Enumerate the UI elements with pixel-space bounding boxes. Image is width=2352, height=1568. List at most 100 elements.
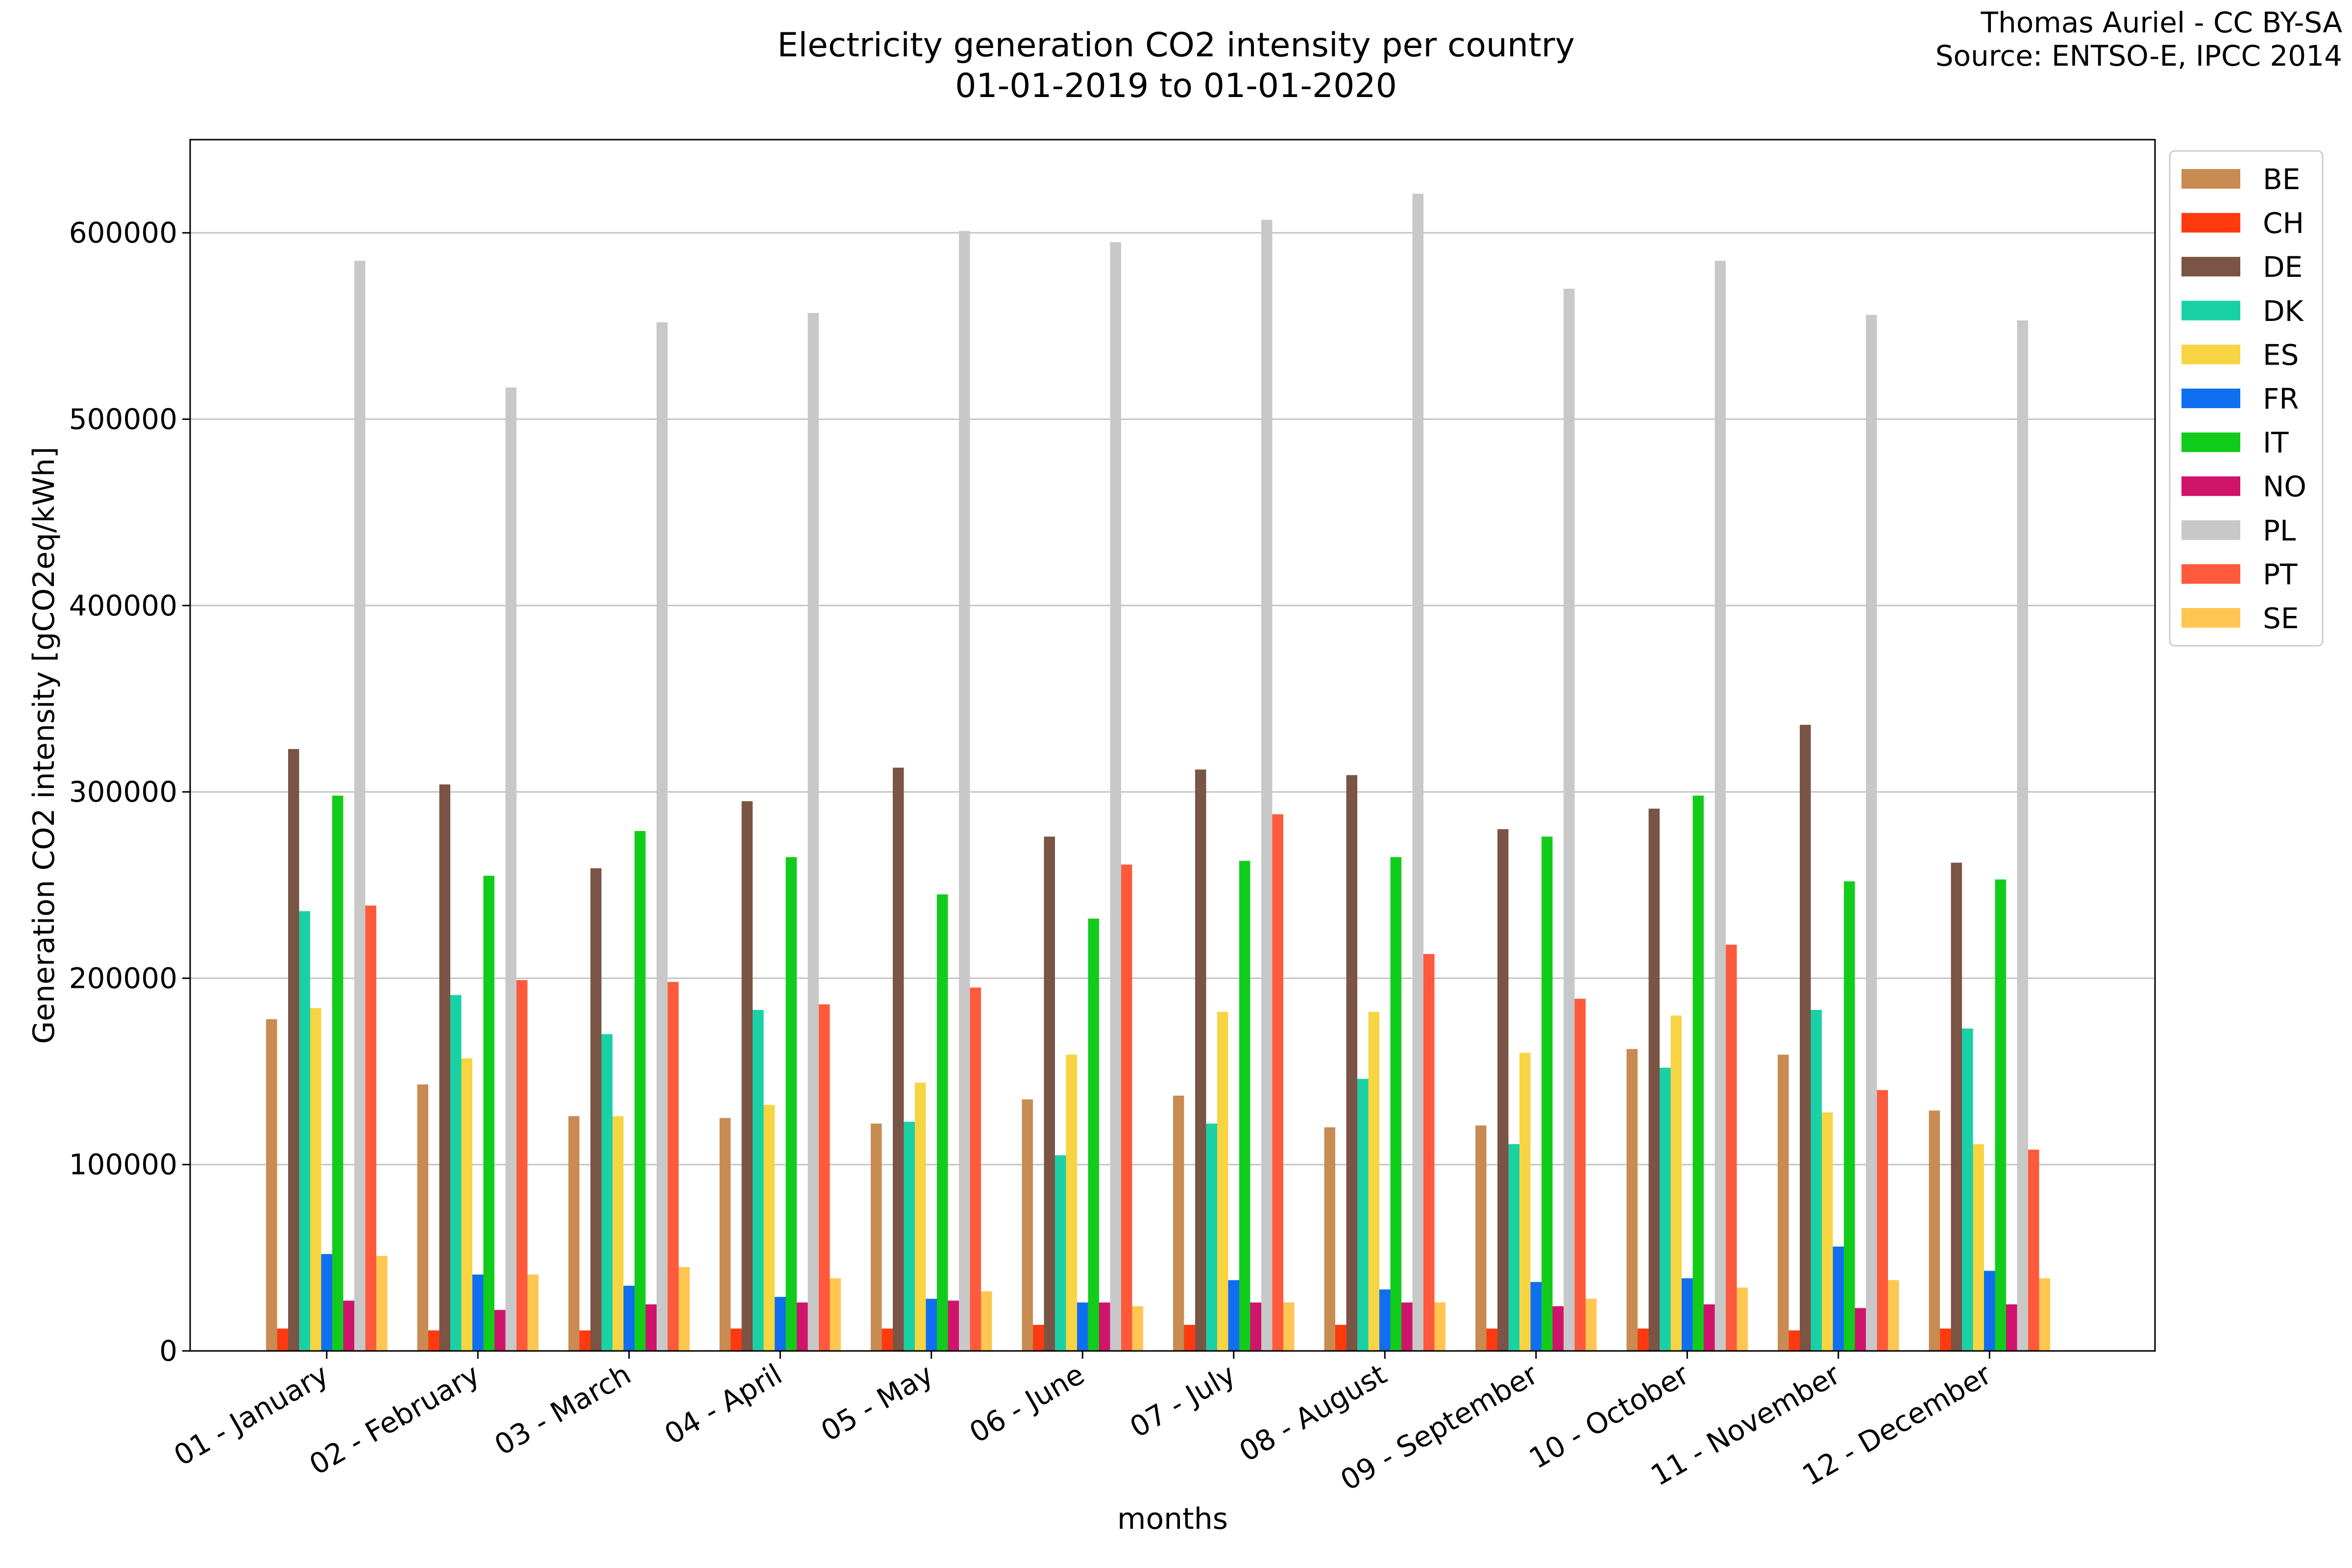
bar-it [1390,857,1401,1351]
legend-label-dk: DK [2263,294,2304,328]
bar-pl [1715,261,1726,1351]
bar-ch [1486,1328,1497,1351]
bar-ch [882,1328,893,1351]
bar-de [893,767,904,1351]
bar-no [797,1302,808,1351]
bar-ch [1788,1330,1800,1351]
bar-fr [623,1285,635,1351]
bar-pt [1121,864,1132,1351]
x-tick-label: 06 - June [964,1357,1090,1449]
bar-es [1670,1015,1682,1351]
bar-ch [1184,1324,1195,1351]
legend-swatch-es [2181,344,2240,365]
y-tick-label: 600000 [69,216,177,249]
legend-swatch-no [2181,476,2240,496]
bar-dk [450,995,462,1351]
bar-dk [1055,1155,1066,1351]
bar-es [915,1082,926,1351]
legend-label-fr: FR [2263,382,2299,416]
bar-pl [959,231,970,1351]
x-tick-label: 02 - February [304,1357,486,1481]
bar-fr [926,1298,937,1351]
y-tick-label: 0 [159,1334,177,1368]
bar-it [1239,860,1250,1351]
bar-it [483,876,494,1351]
bar-se [1586,1298,1597,1351]
bar-dk [1508,1144,1519,1351]
bar-ch [1033,1324,1044,1351]
legend-label-pt: PT [2263,558,2298,591]
bar-dk [1962,1029,1973,1351]
legend-swatch-pl [2181,520,2240,540]
bar-es [461,1058,472,1351]
bar-be [1324,1127,1335,1351]
bar-fr [1984,1271,1995,1351]
bar-pl [1564,289,1575,1351]
bar-fr [1530,1282,1542,1351]
y-tick-label: 100000 [69,1148,177,1181]
bar-de [288,749,299,1351]
bar-ch [1638,1328,1649,1351]
legend-label-ch: CH [2263,207,2304,240]
bar-fr [1077,1302,1088,1351]
bar-pt [1726,944,1737,1351]
bar-it [785,857,797,1351]
bar-pl [1110,242,1121,1351]
bar-it [635,831,646,1351]
bar-fr [775,1297,786,1351]
bar-es [1973,1144,1984,1351]
bar-de [1800,725,1811,1351]
bar-ch [579,1330,590,1351]
chart-title-line-2: 01-01-2019 to 01-01-2020 [955,67,1397,105]
legend-swatch-pt [2181,564,2240,584]
bar-ch [731,1328,742,1351]
x-axis-label: months [1117,1502,1228,1536]
bar-es [1368,1011,1379,1351]
credit-line-1: Thomas Auriel - CC BY-SA [1981,6,2343,39]
bar-de [1497,829,1509,1351]
bar-ch [428,1330,440,1351]
bar-pl [657,322,668,1351]
credit-line-2: Source: ENTSO-E, IPCC 2014 [1936,39,2342,73]
bar-be [266,1019,277,1351]
bar-se [830,1278,841,1351]
bar-no [2006,1304,2017,1351]
bars [266,194,2050,1351]
bar-de [1044,836,1055,1351]
bar-se [1888,1280,1899,1351]
bar-ch [1335,1324,1347,1351]
legend-label-be: BE [2263,163,2300,196]
bar-fr [321,1254,332,1351]
bar-be [871,1124,882,1351]
y-tick-label: 400000 [69,589,177,622]
bar-it [1542,836,1553,1351]
chart-title: Electricity generation CO2 intensity per… [777,26,1575,105]
bar-es [763,1104,775,1351]
legend-label-pl: PL [2263,514,2296,547]
bar-ch [1940,1328,1951,1351]
bar-dk [601,1034,612,1351]
bar-se [1434,1302,1446,1351]
chart-title-line-1: Electricity generation CO2 intensity per… [777,26,1575,65]
bar-it [1088,918,1099,1351]
bar-de [439,784,450,1351]
bar-be [1173,1095,1184,1351]
plot-frame [189,139,2156,1352]
bar-no [1250,1302,1261,1351]
legend-swatch-be [2181,169,2240,189]
bar-pl [1261,220,1273,1351]
bar-dk [1357,1078,1369,1351]
bar-it [1692,795,1704,1351]
bar-pl [505,387,516,1351]
bar-fr [472,1274,484,1351]
bar-be [1626,1049,1638,1351]
bar-pt [1574,999,1586,1351]
y-tick-label: 300000 [69,775,177,808]
bar-be [1475,1125,1487,1351]
bar-de [1951,862,1962,1351]
bar-se [376,1256,388,1351]
bar-be [719,1118,731,1351]
y-tick-label: 200000 [69,961,177,995]
